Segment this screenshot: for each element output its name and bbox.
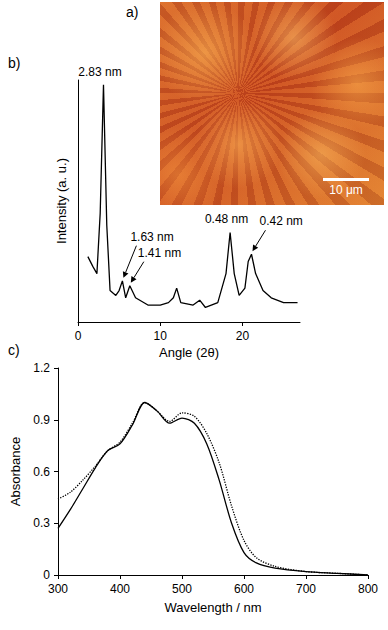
svg-text:2.83 nm: 2.83 nm bbox=[78, 65, 121, 79]
svg-text:0.48 nm: 0.48 nm bbox=[205, 212, 248, 226]
svg-text:0: 0 bbox=[43, 568, 50, 582]
svg-text:c): c) bbox=[8, 342, 20, 358]
svg-text:0.3: 0.3 bbox=[33, 516, 50, 530]
svg-text:600: 600 bbox=[234, 582, 254, 596]
svg-text:700: 700 bbox=[296, 582, 316, 596]
svg-text:10: 10 bbox=[154, 329, 168, 343]
svg-text:Wavelength / nm: Wavelength / nm bbox=[164, 600, 261, 615]
svg-text:0.42 nm: 0.42 nm bbox=[259, 214, 302, 228]
svg-text:Absorbance: Absorbance bbox=[8, 437, 23, 506]
svg-text:500: 500 bbox=[172, 582, 192, 596]
svg-text:1.63 nm: 1.63 nm bbox=[130, 230, 173, 244]
svg-text:400: 400 bbox=[110, 582, 130, 596]
svg-text:0.6: 0.6 bbox=[33, 465, 50, 479]
svg-text:0.9: 0.9 bbox=[33, 413, 50, 427]
svg-text:b): b) bbox=[8, 55, 20, 71]
html-text:a): a) bbox=[126, 4, 139, 20]
svg-text:Intensity (a. u.): Intensity (a. u.) bbox=[54, 158, 69, 244]
svg-text:800: 800 bbox=[358, 582, 378, 596]
svg-text:0: 0 bbox=[75, 329, 82, 343]
svg-text:1.41 nm: 1.41 nm bbox=[138, 246, 181, 260]
svg-text:20: 20 bbox=[236, 329, 250, 343]
svg-text:300: 300 bbox=[48, 582, 68, 596]
html-text:10 μm: 10 μm bbox=[329, 183, 363, 197]
svg-text:1.2: 1.2 bbox=[33, 361, 50, 375]
svg-text:Angle (2θ): Angle (2θ) bbox=[159, 345, 219, 360]
